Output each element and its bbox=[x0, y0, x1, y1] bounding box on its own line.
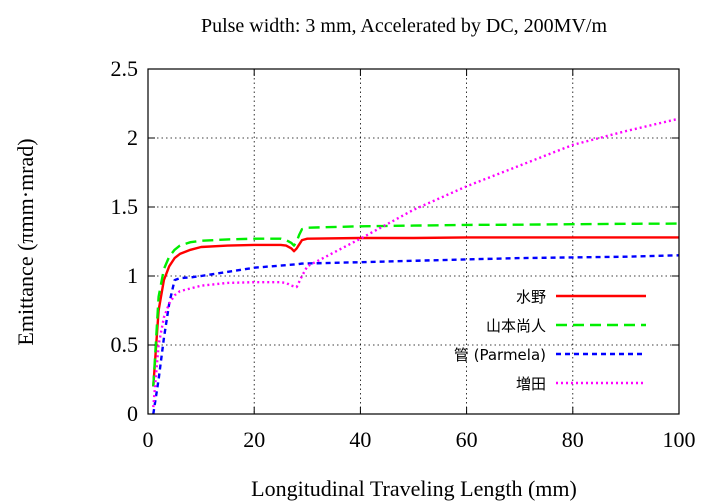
legend-label-3: 管 (Parmela) bbox=[454, 346, 546, 364]
chart-title: Pulse width: 3 mm, Accelerated by DC, 20… bbox=[201, 15, 608, 37]
series-line-2 bbox=[152, 222, 680, 387]
plot-frame bbox=[147, 68, 680, 415]
legend-label-1: 水野 bbox=[516, 288, 546, 306]
series-line-1 bbox=[152, 236, 679, 387]
series-line-4 bbox=[152, 117, 680, 408]
series-layer bbox=[152, 117, 680, 415]
x-tick-label: 0 bbox=[143, 427, 154, 452]
x-axis-label: Longitudinal Traveling Length (mm) bbox=[251, 476, 577, 501]
x-tick-label: 80 bbox=[562, 427, 584, 452]
x-tick-label: 40 bbox=[349, 427, 371, 452]
y-axis-label: Emittance (πmm·mrad) bbox=[13, 138, 38, 345]
y-tick-label: 2.5 bbox=[111, 56, 139, 81]
legend-label-4: 増田 bbox=[516, 375, 546, 393]
x-tick-label: 20 bbox=[243, 427, 265, 452]
series-line-3 bbox=[152, 254, 680, 415]
x-tick-label: 100 bbox=[663, 427, 696, 452]
y-tick-label: 0.5 bbox=[111, 332, 139, 357]
legend-label-2: 山本尚人 bbox=[486, 317, 546, 335]
y-tick-label: 1.5 bbox=[111, 194, 139, 219]
y-tick-label: 2 bbox=[127, 125, 138, 150]
y-tick-label: 1 bbox=[127, 263, 138, 288]
axis-ticks: 0 20 40 60 80 100 0 0.5 1 1.5 2 2.5 bbox=[111, 56, 696, 452]
x-tick-label: 60 bbox=[456, 427, 478, 452]
y-tick-label: 0 bbox=[127, 401, 138, 426]
grid bbox=[148, 69, 679, 414]
